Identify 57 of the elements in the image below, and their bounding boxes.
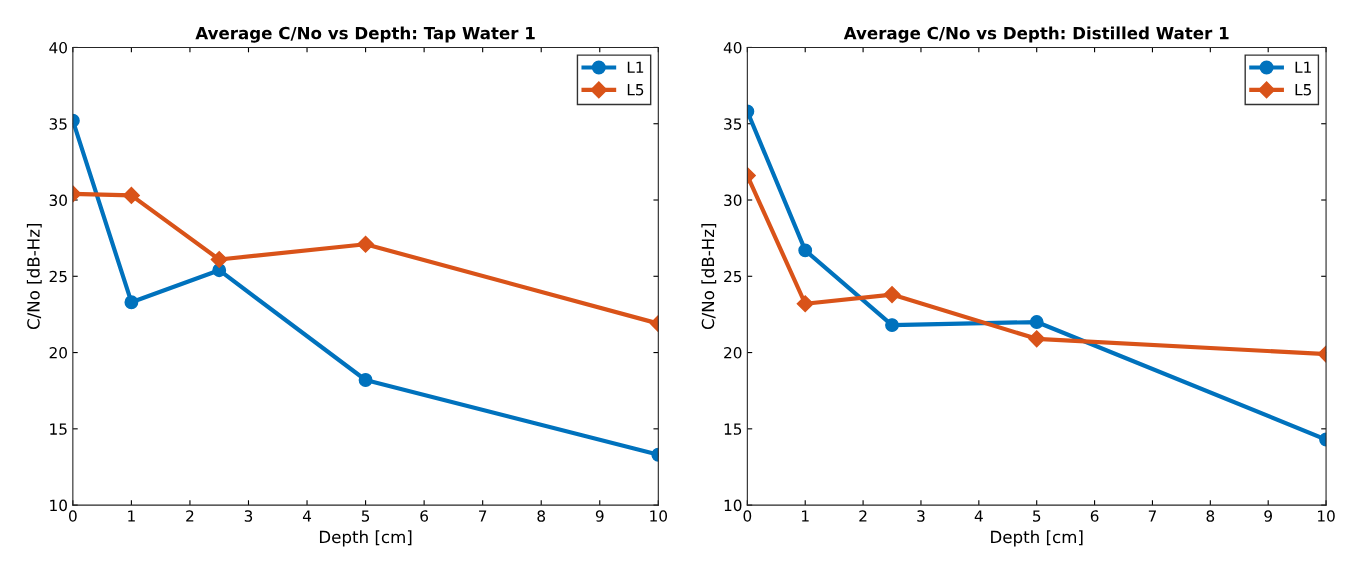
legend-label: L1 xyxy=(627,61,644,73)
x-tick-label: 6 xyxy=(1090,510,1099,522)
chart-title: Average C/No vs Depth: Distilled Water 1 xyxy=(843,26,1229,43)
x-tick-label: 2 xyxy=(859,510,867,522)
x-tick-label: 5 xyxy=(1033,510,1041,522)
x-tick-label: 6 xyxy=(420,510,429,522)
x-tick-label: 2 xyxy=(186,510,194,522)
x-tick-label: 10 xyxy=(1318,510,1335,522)
y-tick-label: 10 xyxy=(724,499,742,512)
point xyxy=(883,286,901,304)
y-axis-title: C/No [dB-Hz] xyxy=(701,223,717,330)
x-axis-title: Depth [cm] xyxy=(319,530,412,547)
x-tick-label: 7 xyxy=(1148,510,1157,522)
point xyxy=(885,318,899,333)
x-tick-label: 1 xyxy=(128,510,135,522)
point xyxy=(796,295,814,313)
y-tick-label: 40 xyxy=(723,41,742,54)
y-tick-label: 15 xyxy=(724,423,742,435)
x-tick-label: 3 xyxy=(244,510,253,522)
point xyxy=(1028,330,1046,348)
y-tick-label: 35 xyxy=(49,118,67,130)
x-tick-label: 4 xyxy=(302,510,312,522)
x-axis-title: Depth [cm] xyxy=(991,530,1083,547)
x-tick-label: 10 xyxy=(650,510,668,522)
point xyxy=(358,373,373,387)
x-tick-label: 4 xyxy=(974,510,983,522)
legend-label: L5 xyxy=(1295,84,1311,96)
y-tick-label: 10 xyxy=(50,499,67,512)
y-tick-label: 40 xyxy=(49,41,67,54)
y-tick-label: 20 xyxy=(49,347,67,359)
point xyxy=(798,243,813,258)
y-tick-label: 25 xyxy=(724,270,742,283)
x-tick-label: 7 xyxy=(479,510,487,522)
legend-label: L5 xyxy=(627,84,644,96)
x-tick-label: 8 xyxy=(537,510,546,522)
y-axis-title: C/No [dB-Hz] xyxy=(26,223,42,330)
x-tick-label: 8 xyxy=(1206,510,1215,522)
y-tick-label: 30 xyxy=(49,194,67,207)
x-tick-label: 9 xyxy=(595,510,604,522)
x-tick-label: 9 xyxy=(1264,510,1272,522)
x-tick-label: 5 xyxy=(361,510,370,522)
chart-title: Average C/No vs Depth: Tap Water 1 xyxy=(195,26,535,43)
legend-label: L1 xyxy=(1295,61,1311,73)
point xyxy=(122,186,140,204)
y-tick-label: 25 xyxy=(49,270,67,283)
point xyxy=(124,295,139,310)
y-tick-label: 15 xyxy=(50,423,67,435)
x-tick-label: 0 xyxy=(68,510,77,522)
y-tick-label: 35 xyxy=(724,118,742,130)
x-tick-label: 0 xyxy=(743,510,752,522)
point xyxy=(210,250,228,269)
x-tick-label: 1 xyxy=(802,510,809,522)
point xyxy=(1029,315,1044,329)
point xyxy=(357,235,375,253)
y-tick-label: 20 xyxy=(724,347,742,359)
y-tick-label: 30 xyxy=(724,194,742,207)
x-tick-label: 3 xyxy=(917,510,925,522)
